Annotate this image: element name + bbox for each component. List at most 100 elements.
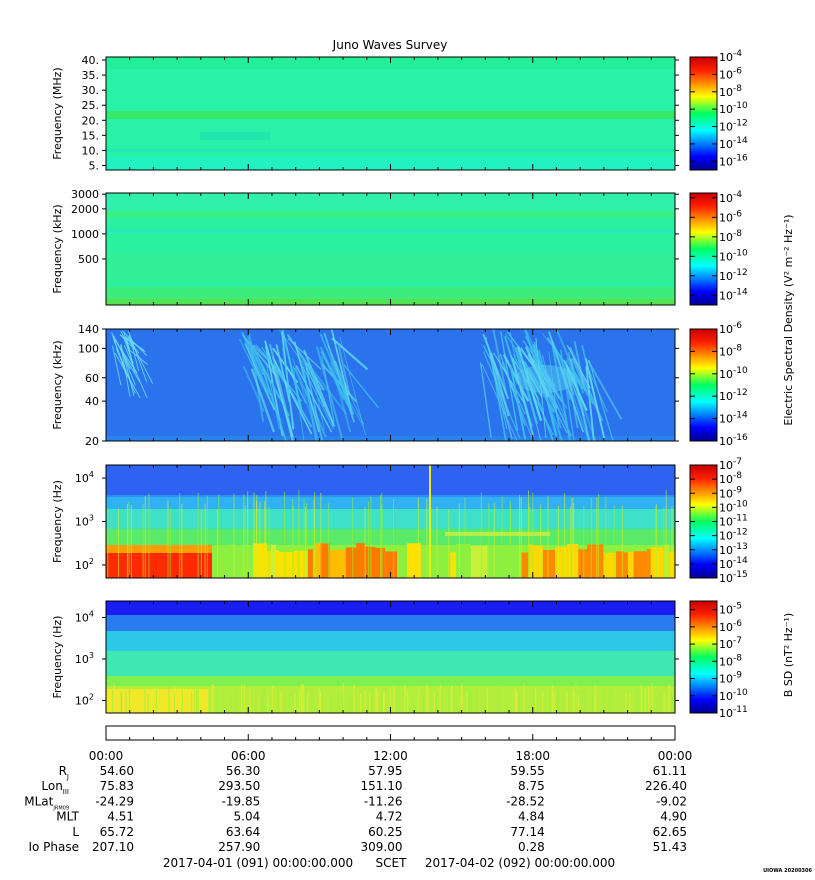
time-tick-label: 18:00	[515, 749, 550, 763]
colorbar-tick-hf-khz-1: 10-6	[719, 209, 742, 224]
ephemeris-table: RJ 54.60 56.30 57.95 59.55 61.11 LonIII 75.83 29…	[24, 764, 687, 854]
colorbar-tick-lf-khz-5: 10-16	[719, 433, 748, 448]
ylabel-hf-khz: Frequency (kHz)	[51, 204, 64, 293]
spectrogram-lf-hz	[106, 465, 675, 578]
time-axis: 00:00 06:00 12:00 18:00 00:00	[89, 725, 692, 763]
ephemeris-value: -28.52	[506, 794, 545, 808]
colorbar-tick-magnetic-hz-2: 10-7	[719, 636, 742, 651]
ytick-label-hf-khz-2: 1000	[71, 228, 99, 241]
panel-magnetic-hz: 104 103 102 Frequency (Hz)	[51, 600, 679, 714]
ephemeris-label: LonIII	[41, 779, 69, 796]
ephemeris-value: 4.90	[660, 810, 687, 824]
colorbar-gradient	[689, 600, 718, 714]
colorbar-tick-hf-waveform-3: 10-10	[719, 101, 748, 116]
spectrogram-panels: 40. 35. 30. 25. 20. 15. 10. 5. Frequency (MHz) 30…	[51, 54, 679, 714]
ytick-label-hf-khz-0: 3000	[71, 188, 99, 201]
colorbar-tick-hf-khz-0: 10-4	[719, 190, 742, 205]
ephemeris-value: 51.43	[653, 840, 687, 854]
ytick-label-lf-hz-0: 104	[75, 470, 94, 485]
colorbar-tick-magnetic-hz-6: 10-11	[719, 705, 748, 720]
ylabel-hf-waveform: Frequency (MHz)	[51, 67, 64, 159]
colorbar-tick-lf-hz-5: 10-12	[719, 528, 748, 543]
colorbar-tick-magnetic-hz-1: 10-6	[719, 619, 742, 634]
ytick-label-lf-hz-2: 102	[75, 557, 94, 572]
colorbar-tick-lf-hz-1: 10-8	[719, 471, 742, 486]
colorbar-tick-magnetic-hz-4: 10-9	[719, 671, 742, 686]
time-tick-label: 00:00	[89, 749, 124, 763]
colorbar-tick-hf-waveform-4: 10-12	[719, 119, 748, 134]
spectrogram-lf-khz	[106, 329, 675, 441]
ephemeris-label: L	[72, 825, 79, 839]
panel-hf-waveform: 40. 35. 30. 25. 20. 15. 10. 5. Frequency (MHz)	[51, 54, 679, 172]
ephemeris-label: RJ	[59, 764, 69, 781]
colorbar-tick-hf-khz-3: 10-10	[719, 248, 748, 263]
ytick-label-hf-waveform-1: 35.	[82, 69, 100, 82]
ephemeris-value: 5.04	[234, 810, 261, 824]
ephemeris-value: 8.75	[518, 779, 545, 793]
ephemeris-value: 151.10	[361, 779, 403, 793]
ephemeris-value: -19.85	[222, 794, 261, 808]
spectrogram-magnetic-hz	[106, 601, 675, 713]
electric-colorbar-label: Electric Spectral Density (V² m⁻² Hz⁻¹)	[782, 214, 795, 425]
colorbar-gradient	[689, 328, 718, 442]
ephemeris-value: 293.50	[218, 779, 260, 793]
credit-stamp: UIOWA 20200306	[763, 868, 812, 874]
colorbar-tick-magnetic-hz-5: 10-10	[719, 688, 748, 703]
ephemeris-value: 4.51	[107, 810, 134, 824]
ephemeris-value: 56.30	[226, 764, 260, 778]
scet-label: SCET	[376, 856, 408, 870]
ephemeris-value: 0.28	[518, 840, 545, 854]
ytick-label-hf-waveform-0: 40.	[82, 54, 100, 67]
colorbar-tick-lf-hz-0: 10-7	[719, 457, 742, 472]
ephemeris-value: 61.11	[653, 764, 687, 778]
ytick-label-hf-waveform-5: 15.	[82, 129, 100, 142]
colorbar-magnetic-hz: 10-5 10-6 10-7 10-8 10-9 10-10 10-11	[689, 600, 748, 720]
ytick-label-lf-khz-3: 40	[85, 395, 99, 408]
colorbar-tick-lf-khz-4: 10-14	[719, 411, 748, 426]
panel-lf-khz: 140 100 60 40 20 Frequency (kHz)	[51, 323, 679, 448]
ephemeris-value: 77.14	[510, 825, 544, 839]
ytick-label-hf-khz-1: 2000	[71, 203, 99, 216]
colorbar-tick-hf-waveform-0: 10-4	[719, 49, 742, 64]
chart-title: Juno Waves Survey	[332, 38, 448, 52]
ephemeris-value: 226.40	[645, 779, 687, 793]
ephemeris-value: 62.65	[653, 825, 687, 839]
ephemeris-value: 57.95	[368, 764, 402, 778]
ytick-label-hf-waveform-3: 25.	[82, 99, 100, 112]
ephemeris-value: -11.26	[364, 794, 403, 808]
ephemeris-value: 60.25	[368, 825, 402, 839]
ytick-label-hf-waveform-6: 10.	[82, 144, 100, 157]
colorbar-tick-hf-waveform-2: 10-8	[719, 84, 742, 99]
colorbar-tick-lf-hz-4: 10-11	[719, 514, 748, 529]
colorbar-tick-hf-khz-4: 10-12	[719, 268, 748, 283]
ephemeris-value: -24.29	[95, 794, 134, 808]
colorbar-tick-hf-khz-5: 10-14	[719, 287, 748, 302]
colorbar-tick-lf-hz-7: 10-14	[719, 556, 748, 571]
scet-start: 2017-04-01 (091) 00:00:00.000	[163, 856, 353, 870]
time-tick-label: 12:00	[373, 749, 408, 763]
colorbar-tick-magnetic-hz-0: 10-5	[719, 602, 742, 617]
ephemeris-value: 54.60	[100, 764, 134, 778]
colorbar-lf-hz: 10-710-810-910-1010-1110-1210-1310-1410-…	[689, 457, 748, 585]
ephemeris-value: -9.02	[656, 794, 687, 808]
magnetic-colorbar-label: B SD (nT² Hz⁻¹)	[782, 613, 795, 697]
ytick-label-magnetic-hz-0: 104	[75, 610, 94, 625]
ephemeris-value: 4.72	[376, 810, 403, 824]
time-tick-label: 06:00	[231, 749, 266, 763]
colorbar-hf-khz: 10-4 10-6 10-8 10-10 10-12 10-14	[689, 190, 748, 306]
ylabel-magnetic-hz: Frequency (Hz)	[51, 616, 64, 699]
ytick-label-hf-waveform-2: 30.	[82, 84, 100, 97]
colorbar-tick-hf-waveform-6: 10-16	[719, 153, 748, 168]
colorbar-tick-lf-khz-0: 10-6	[719, 321, 742, 336]
ephemeris-value: 4.84	[518, 810, 545, 824]
colorbar-tick-magnetic-hz-3: 10-8	[719, 653, 742, 668]
colorbar-tick-lf-hz-2: 10-9	[719, 485, 742, 500]
colorbar-tick-lf-hz-6: 10-13	[719, 542, 748, 557]
ytick-label-lf-khz-0: 140	[78, 323, 99, 336]
ytick-label-magnetic-hz-2: 102	[75, 693, 94, 708]
ytick-label-lf-khz-2: 60	[85, 372, 99, 385]
ephemeris-label: MLT	[56, 810, 79, 824]
ephemeris-value: 63.64	[226, 825, 260, 839]
ephemeris-value: 75.83	[100, 779, 134, 793]
ytick-label-lf-hz-1: 103	[75, 514, 94, 529]
